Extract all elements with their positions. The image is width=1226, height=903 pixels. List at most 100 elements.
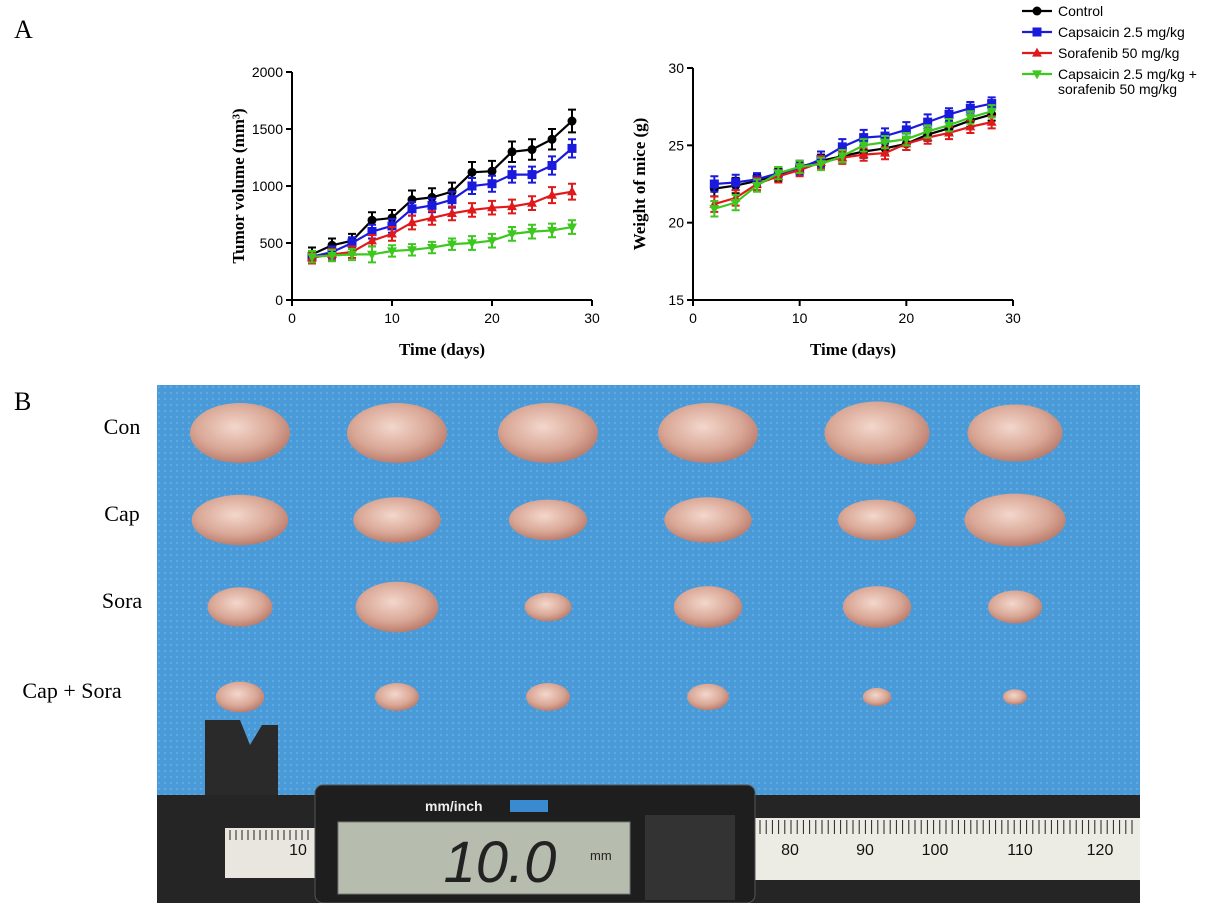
series-line <box>311 225 573 258</box>
marker <box>567 116 577 126</box>
caliper-button <box>645 815 735 900</box>
marker <box>367 227 377 237</box>
marker <box>507 201 517 211</box>
ruler-number: 10 <box>289 842 307 859</box>
legend-swatch <box>1022 27 1052 37</box>
x-tick-label: 30 <box>584 310 600 326</box>
tumor <box>353 497 441 543</box>
tumor <box>988 590 1042 624</box>
y-tick-label: 500 <box>260 235 284 251</box>
legend-item: Capsaicin 2.5 mg/kg <box>1020 25 1220 40</box>
tumor <box>207 587 273 627</box>
marker <box>547 134 557 144</box>
tumor <box>673 586 743 628</box>
marker <box>527 197 537 207</box>
y-tick-label: 2000 <box>252 64 283 80</box>
row-label: Cap + Sora <box>22 678 121 703</box>
panel-label: B <box>14 387 31 416</box>
marker <box>923 117 933 127</box>
marker <box>527 228 537 237</box>
tumor <box>824 401 930 465</box>
y-axis-label: Weight of mice (g) <box>630 118 649 251</box>
marker <box>307 253 317 263</box>
caliper-jaw <box>205 720 278 800</box>
ruler-number: 120 <box>1087 842 1114 859</box>
marker <box>507 147 517 157</box>
y-tick-label: 1000 <box>252 178 283 194</box>
tumor <box>498 403 598 463</box>
tumor <box>508 499 588 541</box>
marker <box>567 186 577 196</box>
marker <box>547 226 557 236</box>
series-line <box>311 190 573 259</box>
marker <box>880 138 890 148</box>
marker <box>487 179 497 189</box>
row-label: Sora <box>102 588 143 613</box>
legend-swatch <box>1022 47 1052 57</box>
x-tick-label: 10 <box>384 310 400 326</box>
marker <box>987 99 997 109</box>
marker <box>944 121 954 131</box>
legend-item: Control <box>1020 4 1220 19</box>
legend-item: Capsaicin 2.5 mg/kg + sorafenib 50 mg/kg <box>1020 67 1220 97</box>
x-tick-label: 0 <box>689 310 697 326</box>
legend-label: Capsaicin 2.5 mg/kg <box>1058 24 1185 40</box>
tumor <box>355 581 439 633</box>
marker <box>407 204 417 214</box>
marker <box>901 135 912 145</box>
marker <box>387 213 397 223</box>
marker <box>447 207 457 217</box>
y-tick-label: 30 <box>668 60 684 76</box>
photo: 10 80 90 100 110 120 mm/inch 10.0 mm <box>157 385 1140 903</box>
marker <box>367 215 377 225</box>
marker <box>709 179 719 189</box>
marker <box>922 127 933 137</box>
marker <box>487 237 497 247</box>
marker <box>347 250 357 260</box>
tumor <box>1002 689 1028 705</box>
marker <box>730 198 741 208</box>
marker <box>527 145 537 155</box>
marker <box>816 160 826 170</box>
tumor <box>837 499 917 541</box>
x-tick-label: 30 <box>1005 310 1021 326</box>
marker <box>944 109 954 119</box>
y-tick-label: 0 <box>275 292 283 308</box>
marker <box>773 169 784 179</box>
marker <box>965 121 976 131</box>
chart: 15 20 25 30 0 10 20 30 Time (days) Weight of mice… <box>630 60 1021 359</box>
marker <box>507 170 517 180</box>
marker <box>407 217 417 227</box>
marker <box>527 170 537 180</box>
tumor <box>375 683 419 711</box>
marker <box>387 221 397 231</box>
marker <box>467 181 477 191</box>
x-tick-label: 20 <box>899 310 915 326</box>
marker <box>547 160 557 170</box>
marker <box>427 243 437 253</box>
marker <box>347 238 357 248</box>
marker <box>427 192 437 202</box>
tumor <box>862 687 892 707</box>
y-tick-label: 1500 <box>252 121 283 137</box>
marker <box>447 240 457 250</box>
marker <box>467 239 477 249</box>
tumor <box>190 403 290 463</box>
legend-label: Capsaicin 2.5 mg/kg + sorafenib 50 mg/kg <box>1058 66 1197 97</box>
ruler-number: 100 <box>922 842 949 859</box>
legend-swatch <box>1022 70 1052 80</box>
marker <box>709 205 720 215</box>
caliper-button <box>510 800 548 812</box>
marker <box>837 152 848 162</box>
marker <box>986 116 997 126</box>
caliper-unit: mm <box>590 848 612 863</box>
marker <box>859 133 869 143</box>
marker <box>387 247 397 257</box>
marker <box>901 125 911 135</box>
tumor <box>842 586 912 628</box>
x-axis-label: Time (days) <box>399 340 485 359</box>
tumor <box>215 681 265 713</box>
chart: 0 500 1000 1500 2000 0 10 20 30 Time (days) Tumor … <box>229 64 600 359</box>
